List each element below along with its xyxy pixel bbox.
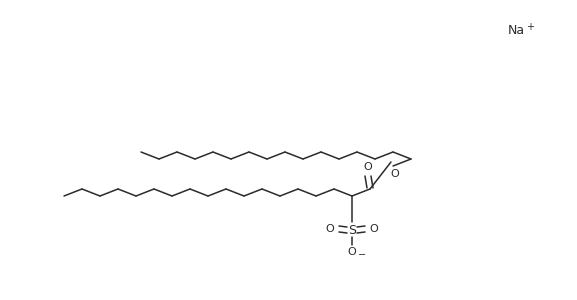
Text: S: S bbox=[348, 224, 356, 236]
Text: O: O bbox=[347, 247, 357, 257]
Text: +: + bbox=[526, 22, 534, 32]
Text: O: O bbox=[370, 224, 379, 234]
Text: O: O bbox=[325, 224, 335, 234]
Text: Na: Na bbox=[508, 24, 525, 37]
Text: O: O bbox=[391, 169, 399, 179]
Text: −: − bbox=[358, 250, 366, 260]
Text: O: O bbox=[364, 162, 372, 172]
